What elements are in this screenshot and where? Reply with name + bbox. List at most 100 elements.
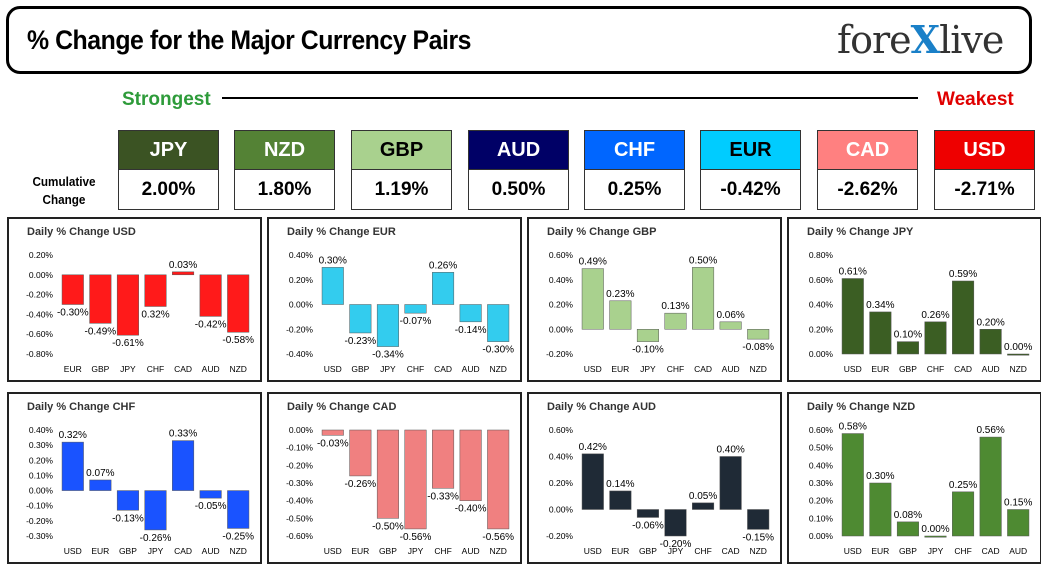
- bar-nzd: [747, 509, 770, 530]
- x-tick-label: CAD: [954, 364, 972, 374]
- data-label: 0.00%: [1004, 342, 1032, 353]
- bar-jpy: [116, 274, 139, 336]
- currency-box-aud: AUD 0.50%: [468, 130, 569, 210]
- x-tick-label: CHF: [407, 364, 424, 374]
- data-label: -0.23%: [345, 336, 377, 347]
- y-tick-label: 0.00%: [809, 531, 834, 541]
- data-label: 0.07%: [86, 468, 114, 479]
- bar-aud: [459, 304, 482, 323]
- x-tick-label: GBP: [351, 364, 369, 374]
- y-tick-label: -0.20%: [26, 290, 53, 300]
- x-tick-label: EUR: [611, 546, 629, 556]
- ranking-line: [222, 97, 918, 99]
- data-label: 0.26%: [429, 260, 457, 271]
- chart-svg: Daily % Change NZD 0.60% 0.50% 0.40% 0.30% 0.…: [807, 401, 1032, 556]
- bar-jpy: [376, 304, 399, 347]
- bar-usd: [581, 453, 604, 510]
- y-tick-label: 0.80%: [809, 250, 834, 260]
- page-title: % Change for the Major Currency Pairs: [27, 25, 472, 55]
- chart-title: Daily % Change EUR: [287, 226, 396, 238]
- cumulative-change-value: -0.42%: [720, 179, 781, 200]
- bar-cad: [172, 271, 195, 276]
- x-tick-label: NZD: [489, 364, 506, 374]
- x-tick-label: JPY: [408, 546, 424, 556]
- data-label: -0.03%: [317, 438, 349, 449]
- data-label: 0.15%: [1004, 498, 1032, 509]
- bar-nzd: [227, 490, 250, 529]
- x-tick-label: EUR: [871, 364, 889, 374]
- y-tick-label: 0.60%: [809, 275, 834, 285]
- x-tick-label: CAD: [174, 546, 192, 556]
- chart-svg: Daily % Change AUD 0.60% 0.40% 0.20% 0.00% -0…: [546, 401, 774, 556]
- bar-aud: [199, 274, 222, 317]
- bar-jpy: [924, 535, 947, 538]
- bar-chf: [432, 429, 455, 489]
- data-label: 0.25%: [949, 480, 977, 491]
- data-label: -0.08%: [742, 342, 774, 353]
- x-tick-label: CHF: [954, 546, 971, 556]
- y-tick-label: 0.00%: [549, 324, 574, 334]
- data-label: -0.13%: [112, 513, 144, 524]
- y-tick-label: -0.20%: [546, 531, 573, 541]
- chart-svg: Daily % Change CAD 0.00% -0.10% -0.20% -0.30…: [286, 401, 514, 556]
- data-label: -0.06%: [632, 520, 664, 531]
- y-tick-label: 0.30%: [29, 440, 54, 450]
- x-tick-label: NZD: [1009, 364, 1026, 374]
- bar-gbp: [89, 274, 112, 324]
- bar-nzd: [227, 274, 250, 333]
- forexlive-logo: foreXlive: [837, 17, 1004, 62]
- logo-text-right: live: [939, 18, 1004, 62]
- y-tick-label: 0.20%: [809, 496, 834, 506]
- x-tick-label: CAD: [722, 546, 740, 556]
- bar-jpy: [636, 329, 659, 342]
- cumulative-change-value: 1.80%: [257, 179, 312, 200]
- x-tick-label: EUR: [64, 364, 82, 374]
- chart-panel-5: Daily % Change CHF 0.40% 0.30% 0.20% 0.10% 0.…: [7, 392, 262, 564]
- chart-title: Daily % Change GBP: [547, 226, 656, 238]
- x-tick-label: AUD: [462, 546, 480, 556]
- y-tick-label: 0.60%: [549, 425, 574, 435]
- data-label: -0.07%: [400, 316, 432, 327]
- bar-eur: [349, 429, 372, 477]
- bar-eur: [61, 274, 84, 305]
- cumulative-change-label: Cumulative Change: [32, 174, 96, 207]
- y-tick-label: 0.50%: [809, 443, 834, 453]
- bar-cad: [172, 440, 195, 491]
- bar-nzd: [487, 304, 510, 342]
- data-label: 0.30%: [866, 471, 894, 482]
- x-tick-label: GBP: [899, 364, 917, 374]
- data-label: 0.50%: [689, 255, 717, 266]
- x-tick-label: NZD: [229, 364, 246, 374]
- chart-title: Daily % Change JPY: [807, 226, 914, 238]
- bar-gbp: [896, 521, 919, 537]
- y-tick-label: -0.50%: [286, 513, 313, 523]
- bar-jpy: [664, 509, 687, 537]
- data-label: -0.56%: [400, 532, 432, 543]
- currency-code: JPY: [119, 131, 218, 170]
- chart-panel-4: Daily % Change JPY 0.80% 0.60% 0.40% 0.20% 0.…: [787, 217, 1041, 382]
- x-tick-label: USD: [584, 364, 602, 374]
- y-tick-label: -0.10%: [286, 443, 313, 453]
- data-label: 0.58%: [839, 422, 867, 433]
- currency-code: AUD: [469, 131, 568, 170]
- data-label: 0.05%: [689, 491, 717, 502]
- x-tick-label: CAD: [434, 364, 452, 374]
- data-label: -0.42%: [195, 319, 227, 330]
- data-label: 0.08%: [894, 510, 922, 521]
- x-tick-label: CHF: [667, 364, 684, 374]
- x-tick-label: AUD: [1009, 546, 1027, 556]
- y-tick-label: 0.20%: [549, 300, 574, 310]
- data-label: 0.59%: [949, 269, 977, 280]
- y-tick-label: -0.60%: [26, 329, 53, 339]
- bar-chf: [692, 502, 715, 510]
- data-label: 0.32%: [59, 430, 87, 441]
- data-label: -0.26%: [345, 479, 377, 490]
- data-label: -0.15%: [742, 532, 774, 543]
- y-tick-label: -0.40%: [286, 496, 313, 506]
- data-label: 0.10%: [894, 330, 922, 341]
- chart-svg: Daily % Change CHF 0.40% 0.30% 0.20% 0.10% 0.…: [26, 401, 254, 556]
- x-tick-label: GBP: [639, 546, 657, 556]
- bar-aud: [719, 321, 742, 330]
- bar-jpy: [404, 429, 427, 530]
- data-label: 0.40%: [716, 445, 744, 456]
